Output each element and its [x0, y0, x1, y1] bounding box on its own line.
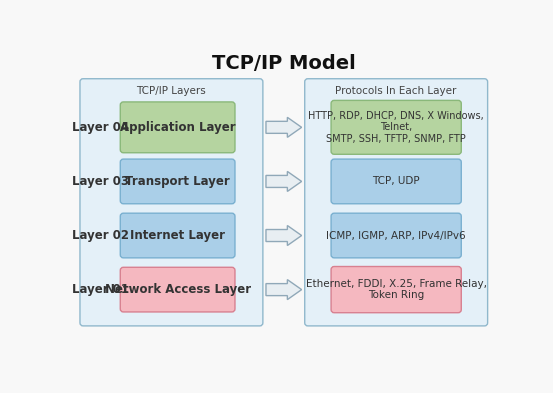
- Text: ICMP, IGMP, ARP, IPv4/IPv6: ICMP, IGMP, ARP, IPv4/IPv6: [326, 231, 466, 241]
- Text: Application Layer: Application Layer: [120, 121, 236, 134]
- Text: Internet Layer: Internet Layer: [130, 229, 225, 242]
- Text: HTTP, RDP, DHCP, DNS, X Windows,
Telnet,
SMTP, SSH, TFTP, SNMP, FTP: HTTP, RDP, DHCP, DNS, X Windows, Telnet,…: [309, 111, 484, 144]
- FancyBboxPatch shape: [331, 100, 461, 154]
- Text: Protocols In Each Layer: Protocols In Each Layer: [336, 86, 457, 96]
- Polygon shape: [266, 279, 301, 299]
- Polygon shape: [266, 226, 301, 246]
- Text: Ethernet, FDDI, X.25, Frame Relay,
Token Ring: Ethernet, FDDI, X.25, Frame Relay, Token…: [306, 279, 487, 300]
- FancyBboxPatch shape: [331, 159, 461, 204]
- Text: TCP/IP Layers: TCP/IP Layers: [137, 86, 206, 96]
- Text: Layer 02: Layer 02: [72, 229, 129, 242]
- FancyBboxPatch shape: [120, 159, 235, 204]
- Text: Layer 01: Layer 01: [72, 283, 129, 296]
- Polygon shape: [266, 171, 301, 191]
- Text: TCP/IP Model: TCP/IP Model: [212, 54, 355, 73]
- Text: Layer 04: Layer 04: [71, 121, 129, 134]
- Polygon shape: [266, 118, 301, 137]
- FancyBboxPatch shape: [80, 79, 263, 326]
- FancyBboxPatch shape: [120, 213, 235, 258]
- Text: TCP, UDP: TCP, UDP: [372, 176, 420, 186]
- FancyBboxPatch shape: [331, 213, 461, 258]
- FancyBboxPatch shape: [120, 267, 235, 312]
- FancyBboxPatch shape: [120, 102, 235, 153]
- FancyBboxPatch shape: [331, 266, 461, 313]
- Text: Network Access Layer: Network Access Layer: [105, 283, 251, 296]
- FancyBboxPatch shape: [305, 79, 488, 326]
- Text: Transport Layer: Transport Layer: [125, 175, 230, 188]
- Text: Layer 03: Layer 03: [72, 175, 129, 188]
